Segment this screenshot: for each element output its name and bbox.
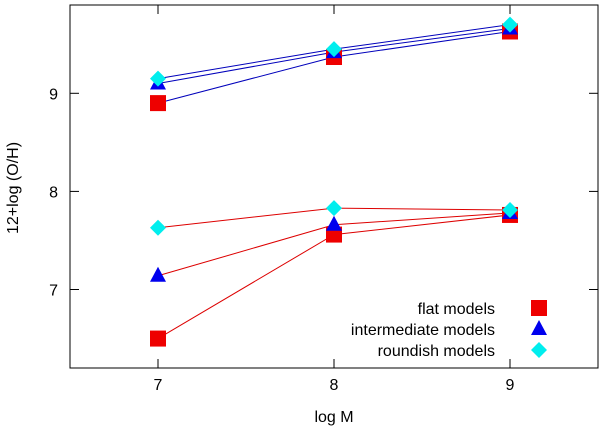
data-point-triangle	[326, 215, 342, 231]
data-point-diamond	[326, 200, 342, 217]
legend-marker-diamond	[531, 342, 547, 358]
data-point-square	[150, 330, 166, 347]
legend-label: intermediate models	[351, 322, 495, 339]
y-tick-label: 9	[49, 86, 58, 103]
data-point-triangle	[150, 266, 166, 282]
y-axis-label: 12+log (O/H)	[5, 142, 22, 234]
legend: flat models intermediate models roundish m…	[351, 300, 547, 360]
x-tick-label: 7	[154, 377, 163, 394]
legend-label: roundish models	[378, 343, 495, 360]
data-point-diamond	[502, 16, 518, 33]
data-markers	[150, 16, 518, 347]
data-point-diamond	[150, 70, 166, 87]
y-tick-label: 8	[49, 184, 58, 201]
x-tick-label: 9	[506, 377, 515, 394]
x-tick-label: 8	[330, 377, 339, 394]
legend-marker-triangle	[531, 320, 547, 335]
data-point-diamond	[150, 219, 166, 236]
data-point-square	[150, 95, 166, 112]
data-point-diamond	[502, 202, 518, 219]
y-tick-label: 7	[49, 283, 58, 300]
data-point-diamond	[326, 41, 342, 58]
legend-marker-square	[531, 300, 547, 316]
legend-label: flat models	[418, 301, 495, 318]
axis-ticks: 7 8 9 7 8 9	[49, 5, 598, 394]
x-axis-label: log M	[314, 409, 353, 426]
series-lines	[157, 24, 511, 339]
